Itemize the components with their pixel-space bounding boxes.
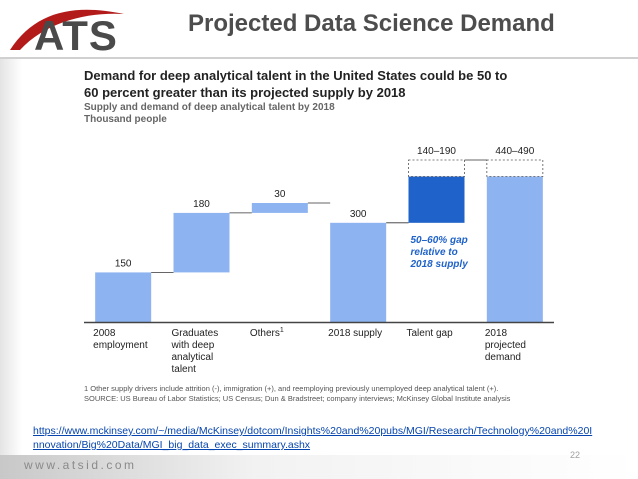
bar-2018-projected-demand [486, 176, 543, 322]
bar-2008-employment [95, 272, 152, 322]
value-label-graduates-with-deep-analytical-talent: 180 [193, 199, 210, 210]
bar-graduates-with-deep-analytical-talent [173, 212, 230, 273]
chart-subtitle: Supply and demand of deep analytical tal… [84, 102, 335, 126]
value-label-others: 30 [274, 189, 286, 200]
footer-band [0, 455, 638, 479]
value-label-2018-projected-demand: 440–490 [495, 146, 534, 157]
bar-others [251, 202, 308, 213]
category-label-talent-gap: Talent gap [407, 328, 454, 339]
source-note: SOURCE: US Bureau of Labor Statistics; U… [84, 394, 511, 403]
left-gradient-band [0, 59, 22, 479]
bar-2018-supply [330, 222, 387, 322]
category-label-2008-employment: 2008 employment [93, 328, 148, 351]
website-text: www.atsid.com [24, 458, 137, 472]
chart-subtitle-text: Supply and demand of deep analytical tal… [84, 102, 335, 113]
category-label-graduates-with-deep-analytical-talent: Graduates with deep analytical talent [171, 328, 219, 375]
bar-talent-gap [408, 176, 465, 223]
bar-range-talent-gap [408, 159, 465, 177]
value-label-talent-gap: 140–190 [417, 146, 456, 157]
source-link[interactable]: https://www.mckinsey.com/~/media/McKinse… [33, 425, 593, 451]
ats-logo: ATS [10, 9, 124, 56]
footnote-1: 1 Other supply drivers include attrition… [84, 384, 499, 393]
logo-text: ATS [34, 12, 118, 56]
bar-range-2018-projected-demand [486, 159, 544, 177]
category-label-2018-supply: 2018 supply [328, 328, 382, 339]
value-label-2008-employment: 150 [115, 258, 132, 269]
gap-annotation: 50–60% gap relative to 2018 supply [410, 235, 469, 270]
chart-units: Thousand people [84, 114, 167, 125]
value-label-2018-supply: 300 [350, 209, 367, 220]
category-label-others: Others1 [250, 327, 284, 339]
slide-title: Projected Data Science Demand [188, 10, 555, 37]
category-label-2018-projected-demand: 2018 projected demand [485, 328, 526, 363]
header-divider [0, 57, 638, 59]
chart-footnotes: 1 Other supply drivers include attrition… [84, 384, 604, 404]
chart-title: Demand for deep analytical talent in the… [84, 68, 508, 100]
page-number: 22 [570, 450, 581, 460]
logo-swoosh [10, 9, 124, 50]
